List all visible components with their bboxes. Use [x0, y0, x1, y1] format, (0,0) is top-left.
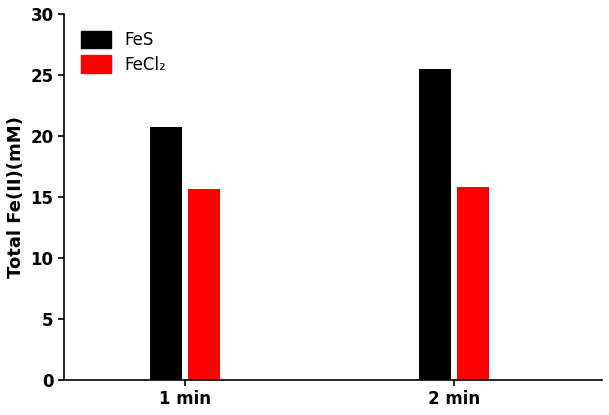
- Bar: [457, 187, 489, 380]
- Legend: FeS, FeCl₂: FeS, FeCl₂: [72, 22, 174, 82]
- Bar: [150, 127, 183, 380]
- Y-axis label: Total Fe(II)(mM): Total Fe(II)(mM): [7, 116, 25, 278]
- Bar: [188, 190, 220, 380]
- Bar: [419, 69, 451, 380]
